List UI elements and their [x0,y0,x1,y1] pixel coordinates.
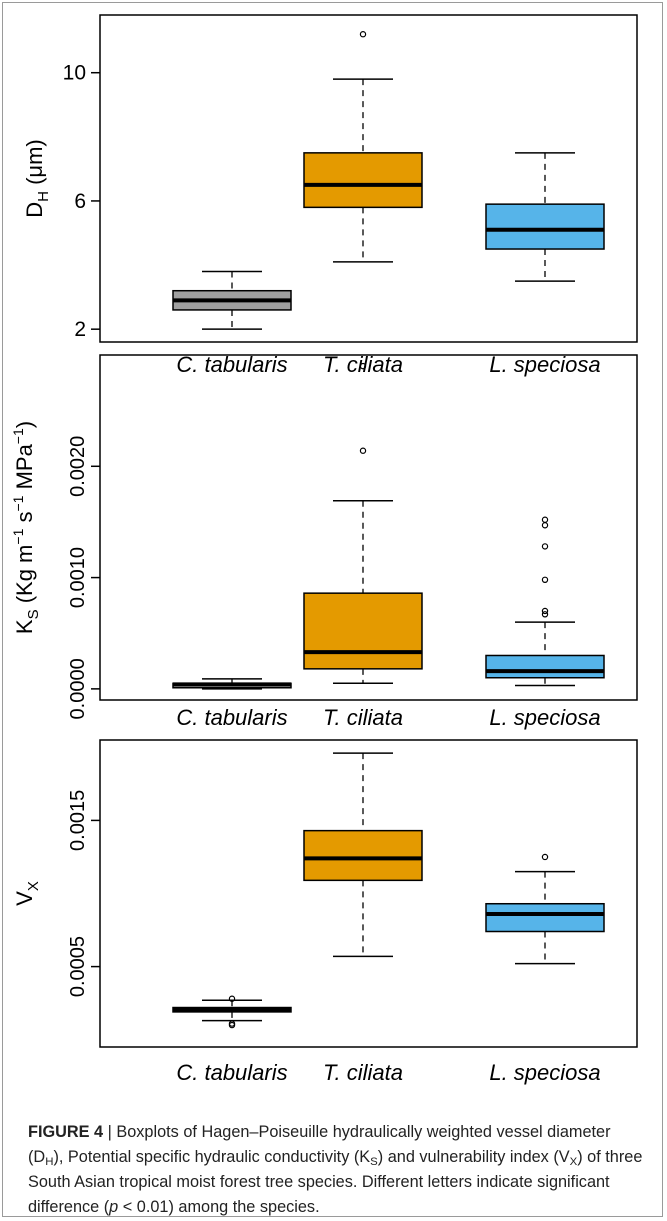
plot-frame [99,14,638,343]
y-axis-label-sup: −1 [10,528,26,544]
y-axis-label-main: V [12,891,37,906]
figure-caption: FIGURE 4 | Boxplots of Hagen–Poiseuille … [28,1120,646,1220]
box-1: T. ciliata [303,31,423,377]
y-axis-label-sup: −1 [10,428,26,444]
outlier-point [541,516,549,523]
caption-label: FIGURE 4 [28,1123,104,1141]
caption-sep: | [103,1123,117,1141]
outlier-point [359,362,367,370]
category-label: T. ciliata [323,1060,403,1085]
y-axis-label-sub: H [35,191,52,202]
box-2: L. speciosa [485,516,605,730]
y-axis-label-part: ) [12,421,37,428]
y-axis-label-unit: (μm) [22,139,47,191]
y-axis-label-sup: −1 [10,495,26,511]
outlier-point [359,31,367,38]
caption-p: p [109,1198,119,1216]
y-tick-label: 0.0015 [67,790,89,851]
category-label: L. speciosa [489,1060,600,1085]
caption-sub-1: H [45,1155,54,1168]
box-body [303,152,423,209]
y-tick-label: 0.0000 [67,658,89,719]
panel-vessel-diameter: 2 6 10 DH (μm) C. tabularis T. ciliata L. spec… [22,14,638,377]
caption-text-3: ) and vulnerability index (V [377,1148,570,1166]
category-label: C. tabularis [176,705,287,730]
category-label: C. tabularis [176,352,287,377]
y-axis-label: KS (Kg m−1 s−1 MPa−1) [10,421,42,634]
outlier-point [541,576,549,584]
category-label: C. tabularis [176,1060,287,1085]
category-label: L. speciosa [489,705,600,730]
box-body [485,654,605,679]
outlier-point [541,522,549,529]
panel-vulnerability-index: 0.0005 0.0015 VX C. tabularis T. ciliata L. s… [12,739,638,1085]
caption-text-5: < 0.01) among the species. [118,1198,320,1216]
box-1: T. ciliata [303,362,423,730]
box-body [485,902,605,933]
boxplot-figure: 2 6 10 DH (μm) C. tabularis T. ciliata L. spec… [10,14,638,1085]
category-label: T. ciliata [323,352,403,377]
y-tick-label: 0.0005 [67,936,89,997]
category-label: L. speciosa [489,352,600,377]
y-axis-label-part: s [12,512,37,529]
caption-sub-3: X [569,1155,578,1168]
box-2: L. speciosa [485,152,605,377]
box-2: L. speciosa [485,853,605,1085]
plot-frame [99,739,638,1048]
box-body [303,592,423,670]
y-axis-label-part: MPa [12,443,37,495]
box-body [485,203,605,250]
box-0: C. tabularis [172,678,292,730]
outlier-point [228,1021,236,1029]
box-1: T. ciliata [303,752,423,1085]
y-axis-label-main: K [12,619,37,634]
y-tick-label: 10 [63,62,86,85]
y-tick-label: 6 [74,190,86,213]
y-axis-label-unit: (Kg m [12,545,37,610]
caption-text-2: ), Potential specific hydraulic conducti… [53,1148,371,1166]
y-tick-label: 0.0020 [67,436,89,497]
y-tick-label: 0.0010 [67,547,89,608]
caption-text-1: Boxplots of Hagen–Poiseuille hydraulical… [28,1123,611,1166]
caption-sub-2: S [370,1155,378,1168]
outlier-point [541,543,549,550]
outlier-point [541,611,549,618]
category-label: T. ciliata [323,705,403,730]
y-axis-label-sub: X [25,881,42,891]
y-tick-label: 2 [74,318,86,341]
y-axis-label-sub: S [25,609,42,619]
box-0: C. tabularis [172,995,292,1085]
outlier-point [228,995,236,1002]
caption-text-4: ) of three South Asian tropical moist fo… [28,1148,643,1216]
outlier-point [541,853,549,861]
plot-frame [99,354,638,701]
y-axis-label-main: D [22,202,47,218]
outlier-point [359,447,367,454]
y-axis-label: VX [12,881,42,906]
outlier-point [541,607,549,615]
box-0: C. tabularis [172,270,292,377]
y-axis-label: DH (μm) [22,139,52,218]
box-body [303,829,423,882]
